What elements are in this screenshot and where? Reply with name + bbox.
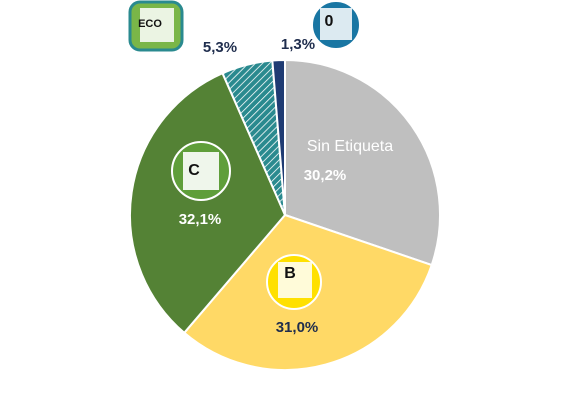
badge-c: C	[171, 141, 231, 201]
badge-eco: ECO	[128, 0, 184, 52]
badge-b: B	[266, 254, 322, 310]
pie-slice	[129, 71, 287, 335]
badge-letter: C	[188, 162, 200, 179]
category-label: Sin Etiqueta	[307, 138, 393, 155]
badge-letter: 0	[325, 13, 334, 30]
badge-letter: B	[284, 265, 296, 282]
value-label: 31,0%	[276, 319, 319, 336]
labels: 30,2% 31,0% 32,1% 5,3% 1,3%	[179, 36, 347, 336]
value-label: 5,3%	[203, 39, 237, 56]
badge-letter: ECO	[138, 18, 162, 30]
pie-slice	[271, 58, 286, 216]
value-label: 30,2%	[304, 167, 347, 184]
badges: C B ECO 0	[128, 0, 361, 310]
value-label: 32,1%	[179, 211, 222, 228]
badge-zero: 0	[311, 0, 361, 50]
pie-slice	[284, 58, 441, 267]
value-label: 1,3%	[281, 36, 315, 53]
